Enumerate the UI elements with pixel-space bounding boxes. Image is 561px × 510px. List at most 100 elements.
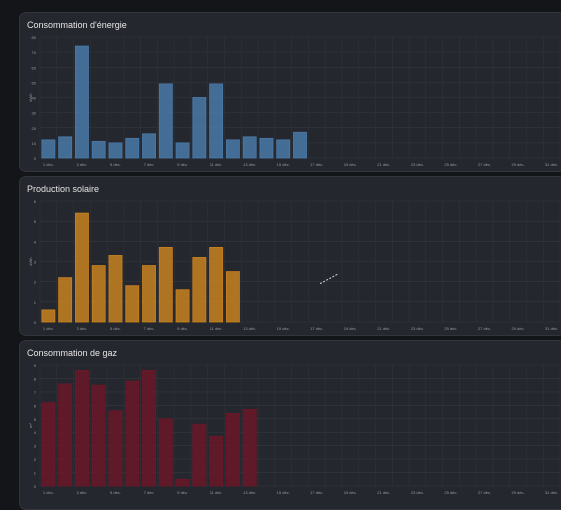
x-tick-label: 17 déc. [310, 162, 323, 167]
solar-production-title: Production solaire [27, 184, 100, 194]
x-tick-label: 27 déc. [478, 162, 491, 167]
y-tick-label: 50 [32, 80, 37, 85]
bar [175, 142, 190, 159]
x-tick-label: 17 déc. [310, 490, 323, 495]
x-tick-label: 15 déc. [277, 326, 290, 331]
bar [74, 369, 89, 487]
bar [242, 408, 257, 487]
bar [142, 133, 156, 159]
bar [158, 418, 173, 487]
x-tick-label: 25 déc. [444, 490, 457, 495]
bar [91, 265, 106, 323]
x-tick-label: 25 déc. [444, 326, 457, 331]
x-tick-label: 11 déc. [210, 162, 223, 167]
y-tick-label: 6 [34, 199, 37, 204]
x-tick-label: 15 déc. [277, 490, 290, 495]
bar [175, 478, 190, 487]
bar [192, 257, 207, 323]
x-tick-label: 29 déc. [512, 162, 525, 167]
bar [58, 277, 73, 323]
x-tick-label: 23 déc. [411, 162, 424, 167]
y-tick-label: 7 [34, 390, 37, 395]
energy-consumption-chart: 0 10 20 30 40 50 60 70 80 1 déc. 3 déc. 5 déc. 7 déc… [28, 35, 561, 167]
x-tick-label: 29 déc. [512, 326, 525, 331]
y-tick-label: 80 [32, 35, 37, 40]
bar [242, 136, 257, 159]
bar [142, 265, 156, 323]
y-tick-label: 2 [34, 280, 37, 285]
x-tick-label: 3 déc. [76, 326, 87, 331]
bar [74, 212, 89, 323]
y-tick-label: 4 [34, 430, 37, 435]
y-tick-label: 8 [34, 376, 37, 381]
bar [209, 246, 224, 323]
y-axis-label: kWh [28, 94, 33, 102]
y-tick-label: 20 [32, 126, 37, 131]
bar [276, 139, 291, 159]
bar [209, 83, 224, 159]
y-tick-label: 6 [34, 403, 37, 408]
solar-production-card: Production solaire 0 1 2 3 4 5 6 1 déc. 3 déc. 5 … [19, 176, 561, 336]
gas-consumption-card: Consommation de gaz 0 1 2 3 4 5 6 7 8 9 1 déc. 3 dé… [19, 340, 561, 510]
x-tick-label: 1 déc. [43, 162, 54, 167]
y-tick-label: 1 [34, 471, 37, 476]
x-tick-label: 27 déc. [478, 490, 491, 495]
x-tick-label: 21 déc. [377, 326, 390, 331]
forecast-dashed-line [319, 273, 339, 285]
x-tick-label: 29 déc. [512, 490, 525, 495]
bar [293, 131, 307, 159]
x-tick-label: 13 déc. [243, 490, 256, 495]
y-tick-label: 0 [34, 484, 37, 489]
x-tick-label: 21 déc. [377, 490, 390, 495]
y-axis-label: m³ [28, 423, 33, 428]
x-tick-label: 11 déc. [210, 326, 223, 331]
x-tick-label: 25 déc. [444, 162, 457, 167]
bar [58, 383, 73, 487]
y-tick-label: 4 [34, 239, 37, 244]
bar [142, 369, 156, 487]
x-tick-label: 9 déc. [177, 490, 188, 495]
gas-consumption-chart: 0 1 2 3 4 5 6 7 8 9 1 déc. 3 déc. 5 déc. 7 déc. 9 déc.… [28, 363, 561, 495]
x-tick-label: 23 déc. [411, 490, 424, 495]
bar [91, 140, 106, 159]
bar [209, 435, 224, 487]
y-tick-label: 1 [34, 300, 37, 305]
x-tick-label: 21 déc. [377, 162, 390, 167]
x-tick-label: 5 déc. [110, 490, 121, 495]
x-tick-label: 19 déc. [344, 490, 357, 495]
x-tick-label: 3 déc. [76, 490, 87, 495]
bar [158, 83, 173, 159]
x-tick-label: 19 déc. [344, 326, 357, 331]
y-tick-label: 60 [32, 65, 37, 70]
x-tick-label: 1 déc. [43, 326, 54, 331]
energy-consumption-card: Consommation d'énergie 0 10 20 30 40 50 60 70 80… [19, 12, 561, 172]
x-tick-label: 31 déc. [545, 490, 558, 495]
bar [58, 136, 73, 159]
x-tick-label: 13 déc. [243, 326, 256, 331]
bar [225, 139, 240, 159]
bar [108, 410, 123, 487]
x-tick-label: 5 déc. [110, 326, 121, 331]
x-tick-label: 13 déc. [243, 162, 256, 167]
bar [91, 384, 106, 487]
energy-consumption-title: Consommation d'énergie [27, 20, 127, 30]
y-tick-label: 40 [32, 96, 37, 101]
bar [225, 413, 240, 487]
bar [192, 97, 207, 159]
y-tick-label: 0 [34, 320, 37, 325]
bar [192, 423, 207, 487]
bar [41, 309, 56, 323]
x-tick-label: 27 déc. [478, 326, 491, 331]
bar [125, 137, 140, 159]
x-tick-label: 31 déc. [545, 326, 558, 331]
bar [108, 255, 123, 323]
x-tick-label: 15 déc. [277, 162, 290, 167]
x-tick-label: 7 déc. [144, 162, 155, 167]
x-tick-label: 3 déc. [76, 162, 87, 167]
x-tick-label: 7 déc. [144, 490, 155, 495]
x-tick-label: 7 déc. [144, 326, 155, 331]
bar [125, 285, 140, 323]
x-tick-label: 17 déc. [310, 326, 323, 331]
bar [41, 139, 56, 159]
y-tick-label: 2 [34, 457, 37, 462]
